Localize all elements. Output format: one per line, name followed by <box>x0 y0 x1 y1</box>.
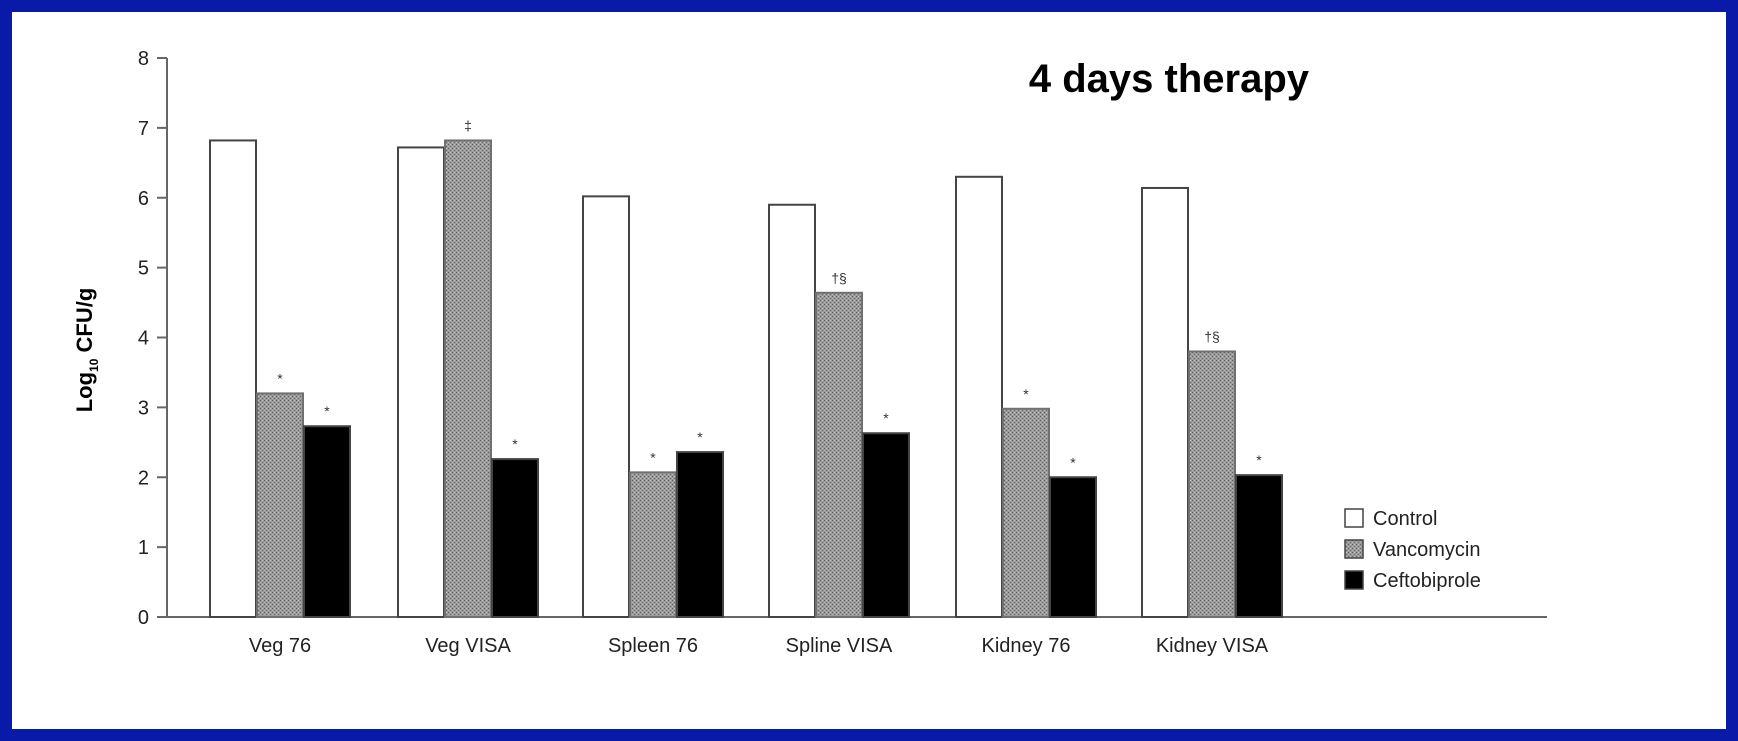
significance-marker: ‡ <box>464 117 472 133</box>
bar-vancomycin-2 <box>629 471 677 619</box>
y-tick-label: 7 <box>138 118 149 140</box>
bar-vancomycin-0 <box>256 392 304 618</box>
significance-marker: * <box>697 429 703 445</box>
bar-ceftobiprole-4 <box>1049 476 1097 618</box>
category-labels: Veg 76 Veg VISA Spleen 76 Spline VISA Kidney… <box>249 635 1269 657</box>
category-label: Spleen 76 <box>608 635 698 657</box>
y-axis-label-main: Log <box>72 372 97 412</box>
legend-swatch-control <box>1344 508 1364 528</box>
y-axis-label: Log10 CFU/g <box>72 288 101 413</box>
significance-marker: * <box>883 410 889 426</box>
significance-marker: †§ <box>831 270 847 286</box>
chart-title: 4 days therapy <box>1029 57 1310 101</box>
significance-marker: * <box>277 370 283 386</box>
y-tick-label: 0 <box>138 607 149 629</box>
legend: Control Vancomycin Ceftobiprole <box>1344 508 1481 592</box>
category-label: Veg VISA <box>425 635 511 657</box>
legend-swatch-ceftobiprole <box>1344 570 1364 590</box>
bar-vancomycin-4 <box>1002 407 1050 618</box>
y-tick-label: 6 <box>138 188 149 210</box>
svg-text:Log10 CFU/g: Log10 CFU/g <box>72 288 101 413</box>
legend-label-ceftobiprole: Ceftobiprole <box>1373 570 1481 592</box>
bar-control-4 <box>955 175 1003 618</box>
y-tick-label: 5 <box>138 258 149 280</box>
y-tick-label: 2 <box>138 467 149 489</box>
bar-vancomycin-3 <box>815 291 863 618</box>
bar-control-0 <box>209 139 257 618</box>
significance-marker: * <box>324 403 330 419</box>
bar-control-3 <box>768 203 816 619</box>
bar-control-2 <box>582 195 630 618</box>
bar-vancomycin-1 <box>444 139 492 618</box>
bar-control-5 <box>1141 186 1189 618</box>
significance-marker: * <box>1256 452 1262 468</box>
bars: * * ‡ * * * †§ * * * †§ * <box>209 117 1283 619</box>
category-label: Kidney 76 <box>982 635 1071 657</box>
significance-marker: * <box>1070 454 1076 470</box>
y-tick-label: 8 <box>138 48 149 70</box>
legend-label-control: Control <box>1373 508 1437 530</box>
y-axis-label-rest: CFU/g <box>72 288 97 359</box>
y-tick-label: 4 <box>138 328 149 350</box>
bar-control-1 <box>397 146 445 618</box>
category-label: Spline VISA <box>786 635 893 657</box>
category-label: Veg 76 <box>249 635 311 657</box>
y-axis-label-sub: 10 <box>87 358 101 372</box>
significance-marker: †§ <box>1204 328 1220 344</box>
chart-panel: 0 1 2 3 4 5 6 7 8 * * ‡ * * * †§ * * * †§ * Veg 76 Veg VISA S… <box>12 12 1726 729</box>
bar-chart: 0 1 2 3 4 5 6 7 8 * * ‡ * * * †§ * * * †§ * Veg 76 Veg VISA S… <box>72 48 1547 657</box>
legend-swatch-vancomycin <box>1344 539 1364 559</box>
bar-ceftobiprole-0 <box>303 425 351 618</box>
category-label: Kidney VISA <box>1156 635 1269 657</box>
y-tick-label: 1 <box>138 537 149 559</box>
bar-ceftobiprole-2 <box>676 451 724 618</box>
legend-label-vancomycin: Vancomycin <box>1373 539 1480 561</box>
significance-marker: * <box>1023 386 1029 402</box>
y-tick-label: 3 <box>138 397 149 419</box>
bar-ceftobiprole-3 <box>862 432 910 619</box>
significance-marker: * <box>650 449 656 465</box>
bar-ceftobiprole-5 <box>1235 474 1283 618</box>
bar-ceftobiprole-1 <box>491 458 539 618</box>
bar-vancomycin-5 <box>1188 350 1236 618</box>
significance-marker: * <box>512 436 518 452</box>
